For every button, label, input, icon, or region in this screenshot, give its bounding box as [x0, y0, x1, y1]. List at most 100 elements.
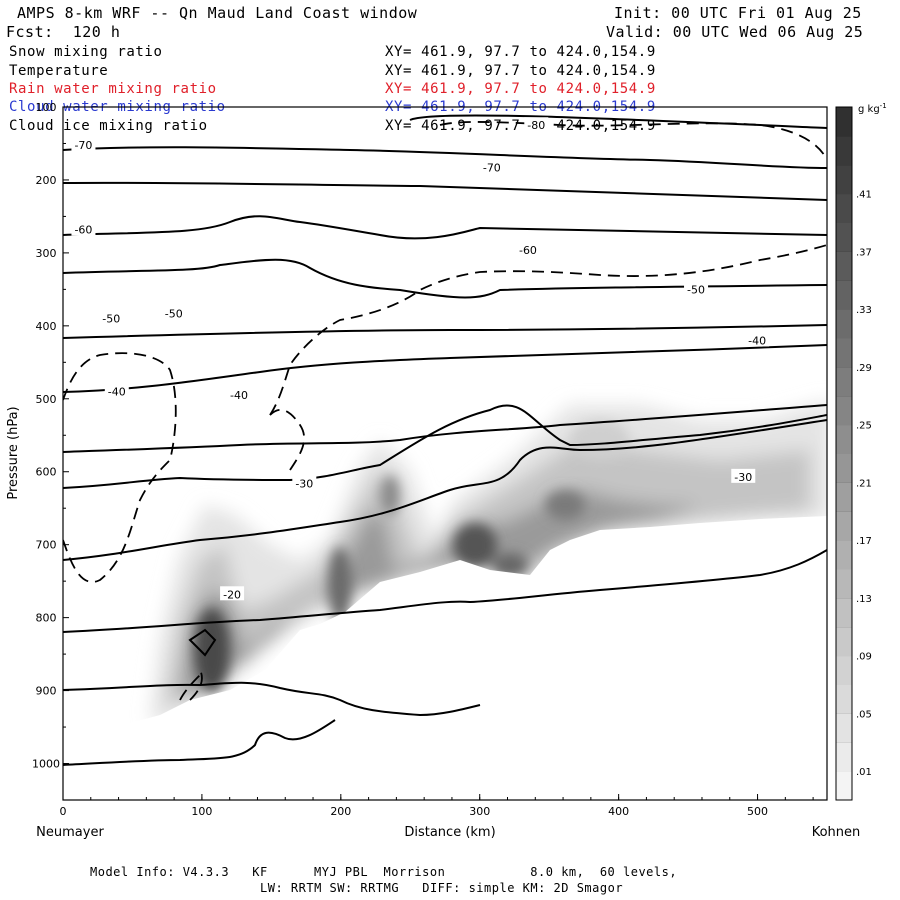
colorbar-label: .25 [856, 421, 872, 432]
colorbar-bin [836, 280, 852, 310]
contour-label-backdrop [220, 586, 245, 601]
contour-label-backdrop [104, 383, 129, 398]
plot-frame [62, 106, 828, 801]
x-tick-label: 0 [60, 805, 67, 818]
colorbar-bin [836, 655, 852, 685]
colorbar-label: .09 [856, 652, 872, 663]
field-name-cloud-ice: Cloud ice mixing ratio [9, 118, 208, 134]
colorbar-bin [836, 424, 852, 454]
x-tick-label: 200 [330, 805, 351, 818]
colorbar-frame [835, 106, 853, 801]
colorbar-bin [836, 395, 852, 426]
colorbar-bin [836, 222, 852, 252]
colorbar-label: .17 [856, 536, 872, 547]
y-tick-label: 400 [36, 320, 57, 333]
contour-label-backdrop [479, 159, 504, 174]
field-name-temperature: Temperature [9, 63, 109, 79]
init-time: Init: 00 UTC Fri 01 Aug 25 [614, 4, 862, 22]
temperature-contours [63, 114, 827, 766]
y-tick-label: 900 [36, 685, 57, 698]
colorbar-bin [836, 511, 852, 541]
colorbar-label: .33 [856, 305, 872, 316]
temperature-contour-label: -20 [223, 588, 241, 601]
field-xy-temperature: XY= 461.9, 97.7 to 424.0,154.9 [385, 63, 656, 79]
colorbar-label: .41 [856, 190, 872, 201]
contour-label-backdrop [71, 136, 96, 151]
colorbar-bin [836, 366, 852, 397]
colorbar-bin [836, 540, 852, 570]
y-tick-label: 300 [36, 247, 57, 260]
colorbar-label: .01 [856, 767, 872, 778]
field-name-snow: Snow mixing ratio [9, 44, 163, 60]
temperature-contour-label: -40 [230, 389, 248, 402]
cloud-ice-contours [63, 121, 827, 701]
temperature-contour-label: -70 [483, 162, 501, 175]
y-tick-label: 200 [36, 174, 57, 187]
temperature-contour-label: -60 [74, 224, 92, 237]
colorbar-bin [836, 742, 852, 772]
colorbar-bin [836, 626, 852, 657]
contour-label-backdrop [99, 310, 124, 325]
contour-label-backdrop [515, 241, 540, 256]
colorbar-bin [836, 164, 852, 195]
field-xy-rain: XY= 461.9, 97.7 to 424.0,154.9 [385, 81, 656, 97]
temperature-contour-label: -40 [108, 385, 126, 398]
colorbar-label: .05 [856, 709, 872, 720]
temperature-contour-label: -30 [734, 471, 752, 484]
colorbar-label: .21 [856, 478, 872, 489]
temperature-contour-label: -50 [102, 313, 120, 326]
colorbar-unit-exponent: -1 [880, 102, 887, 110]
forecast-hour: Fcst: 120 h [6, 23, 121, 41]
contour-label-backdrop [71, 221, 96, 236]
colorbar-bin [836, 453, 852, 483]
y-tick-label: 1000 [32, 758, 60, 771]
contour-label-backdrop [524, 117, 549, 132]
temperature-contour-label: -30 [295, 477, 313, 490]
colorbar-unit-base: g kg [858, 104, 880, 115]
colorbar-bin [836, 713, 852, 743]
temperature-contour-label: -70 [74, 139, 92, 152]
x-axis-right-endpoint-label: Kohnen [812, 825, 861, 840]
temperature-contour-label: -40 [748, 334, 766, 347]
y-tick-label: 500 [36, 393, 57, 406]
colorbar-label: .13 [856, 594, 872, 605]
colorbar-bin [836, 684, 852, 714]
colorbar-bin [836, 597, 852, 628]
x-tick-label: 500 [747, 805, 768, 818]
y-tick-label: 800 [36, 612, 57, 625]
y-tick-label: 100 [36, 101, 57, 114]
y-axis-title: Pressure (hPa) [6, 406, 21, 499]
y-tick-label: 600 [36, 466, 57, 479]
x-tick-label: 100 [191, 805, 212, 818]
contour-label-backdrop [161, 305, 186, 320]
model-info-line1: Model Info: V4.3.3 KF MYJ PBL Morrison 8… [90, 865, 678, 879]
colorbar-bin [836, 193, 852, 223]
x-tick-label: 400 [608, 805, 629, 818]
colorbar-bin [836, 771, 852, 801]
colorbar-bin [836, 569, 852, 599]
colorbar-bin [836, 251, 852, 281]
chart-title: AMPS 8-km WRF -- Qn Maud Land Coast wind… [17, 4, 418, 22]
y-tick-label: 700 [36, 539, 57, 552]
colorbar-label: .37 [856, 247, 872, 258]
field-xy-snow: XY= 461.9, 97.7 to 424.0,154.9 [385, 44, 656, 60]
colorbar-bin [836, 135, 852, 166]
contour-label-backdrop [292, 475, 317, 490]
colorbar-bin [836, 107, 852, 137]
contour-label-backdrop [731, 468, 756, 483]
temperature-contour-label: -80 [527, 119, 545, 132]
field-name-rain: Rain water mixing ratio [9, 81, 217, 97]
temperature-contour-label: -50 [165, 307, 183, 320]
colorbar-bin [836, 482, 852, 512]
model-info-line2: LW: RRTM SW: RRTMG DIFF: simple KM: 2D S… [260, 881, 624, 895]
colorbar-label: .29 [856, 363, 872, 374]
temperature-contour-label: -60 [519, 244, 537, 257]
contour-label-backdrop [745, 332, 770, 347]
colorbar-bin [836, 338, 852, 368]
x-axis-title: Distance (km) [404, 825, 495, 840]
colorbar-bin [836, 309, 852, 339]
contour-label-backdrop [684, 281, 709, 296]
x-axis-left-endpoint-label: Neumayer [36, 825, 104, 840]
colorbar-unit: g kg-1 [858, 102, 887, 115]
